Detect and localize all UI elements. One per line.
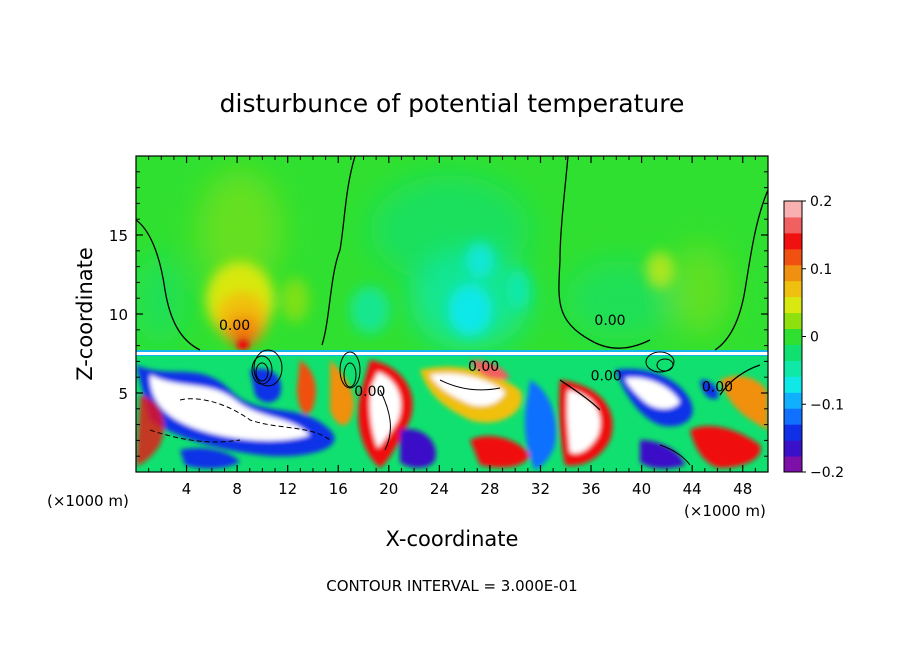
colorbar-swatch [784, 328, 802, 345]
colorbar-swatch [784, 201, 802, 218]
colorbar-swatch [784, 392, 802, 409]
colorbar-swatch [784, 296, 802, 314]
x-tick-label: 4 [182, 480, 192, 498]
x-unit-left: (×1000 m) [47, 492, 129, 510]
colorbar-tick-label: 0.2 [810, 194, 832, 210]
colorbar-swatch [784, 424, 802, 441]
colorbar-swatch [784, 312, 802, 330]
colorbar-tick-label: 0 [810, 330, 819, 346]
x-tick-label: 12 [278, 480, 297, 498]
colorbar-swatch [784, 408, 802, 425]
colorbar-swatch [784, 232, 802, 250]
plot-area: 0.00 0.00 0.00 0.00 0.00 0.00 [136, 156, 768, 472]
x-tick-label: 36 [581, 480, 600, 498]
colorbar-swatch [784, 216, 802, 234]
y-axis-label: Z-coordinate [73, 247, 97, 381]
contour-label: 0.00 [219, 318, 250, 334]
x-tick-label: 28 [480, 480, 499, 498]
x-unit-right: (×1000 m) [684, 502, 766, 520]
colorbar-tick-label: 0.1 [810, 262, 832, 278]
colorbar-swatch [784, 360, 802, 377]
colorbar-swatch [784, 264, 802, 282]
x-tick-label: 24 [430, 480, 449, 498]
contour-label: 0.00 [468, 359, 499, 375]
contour-label: 0.00 [354, 384, 385, 400]
colorbar-swatch [784, 440, 802, 457]
colorbar-swatch [784, 344, 802, 361]
x-tick-label: 8 [232, 480, 242, 498]
y-tick-label: 10 [109, 306, 128, 324]
colorbar-swatch [784, 248, 802, 266]
colorbar-tick-label: −0.2 [810, 465, 844, 481]
x-tick-label: 32 [531, 480, 550, 498]
y-axis: 5 10 15 [109, 171, 768, 457]
x-axis: 4 8 12 16 20 24 28 32 36 40 44 48 [148, 156, 756, 498]
contour-label: 0.00 [594, 313, 625, 329]
x-tick-label: 44 [683, 480, 702, 498]
y-tick-label: 5 [118, 385, 128, 403]
x-tick-label: 40 [632, 480, 651, 498]
chart-title: disturbunce of potential temperature [220, 89, 685, 118]
contour-interval-note: CONTOUR INTERVAL = 3.000E-01 [326, 577, 577, 595]
x-axis-label: X-coordinate [386, 527, 519, 551]
x-tick-label: 20 [379, 480, 398, 498]
colorbar: 0.2 0.1 0 −0.1 −0.2 [783, 194, 844, 481]
contour-label: 0.00 [591, 368, 622, 384]
x-tick-label: 16 [329, 480, 348, 498]
y-tick-label: 15 [109, 227, 128, 245]
colorbar-swatch [784, 376, 802, 393]
x-tick-label: 48 [733, 480, 752, 498]
colorbar-tick-label: −0.1 [810, 397, 844, 413]
colorbar-swatch [784, 456, 802, 473]
contour-label: 0.00 [702, 379, 733, 395]
colorbar-swatch [784, 280, 802, 298]
